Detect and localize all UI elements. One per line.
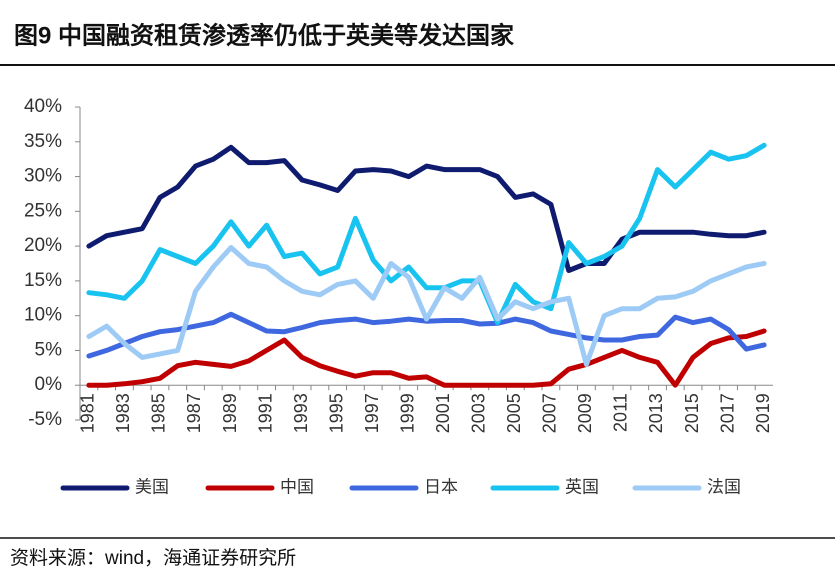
x-tick-label: 1985	[149, 393, 169, 433]
x-tick-label: 1981	[78, 393, 98, 433]
x-tick-label: 2011	[611, 393, 631, 432]
y-tick-label: 5%	[35, 339, 63, 360]
x-tick-label: 1987	[184, 393, 204, 433]
x-tick-label: 2007	[540, 393, 560, 433]
legend-label: 法国	[707, 477, 741, 496]
y-tick-label: 25%	[24, 200, 62, 221]
x-tick-label: 2005	[504, 393, 524, 433]
y-tick-label: 35%	[24, 131, 62, 152]
chart-title: 图9 中国融资租赁渗透率仍低于英美等发达国家	[14, 21, 514, 49]
x-tick-label: 2003	[469, 393, 489, 433]
x-tick-label: 1991	[255, 393, 275, 433]
y-tick-label: 40%	[24, 96, 62, 117]
y-tick-label: 15%	[24, 270, 62, 291]
series-line	[86, 328, 767, 388]
x-tick-label: 1999	[397, 393, 417, 433]
x-tick-label: 2001	[433, 393, 453, 433]
y-tick-label: 20%	[24, 235, 62, 256]
x-tick-label: 2009	[575, 393, 595, 433]
x-tick-label: 2019	[753, 393, 773, 433]
x-tick-label: 2017	[717, 393, 737, 433]
series-line	[86, 245, 767, 367]
source-note: 资料来源：wind，海通证券研究所	[10, 547, 296, 569]
series-line	[86, 142, 767, 326]
legend-label: 日本	[424, 477, 458, 496]
y-tick-label: 30%	[24, 166, 62, 187]
x-tick-label: 1989	[220, 393, 240, 433]
legend-label: 美国	[135, 477, 169, 496]
x-tick-label: 2015	[682, 393, 702, 433]
x-tick-label: 1995	[326, 393, 346, 433]
y-tick-label: 10%	[24, 305, 62, 326]
x-tick-label: 1997	[362, 393, 382, 433]
series-line	[86, 144, 767, 273]
legend-label: 英国	[565, 477, 599, 496]
y-tick-label: -5%	[28, 409, 62, 430]
x-tick-label: 1983	[113, 393, 133, 433]
x-tick-label: 1993	[291, 393, 311, 433]
y-tick-label: 0%	[35, 374, 63, 395]
legend-label: 中国	[280, 477, 314, 496]
x-tick-label: 2013	[646, 393, 666, 433]
